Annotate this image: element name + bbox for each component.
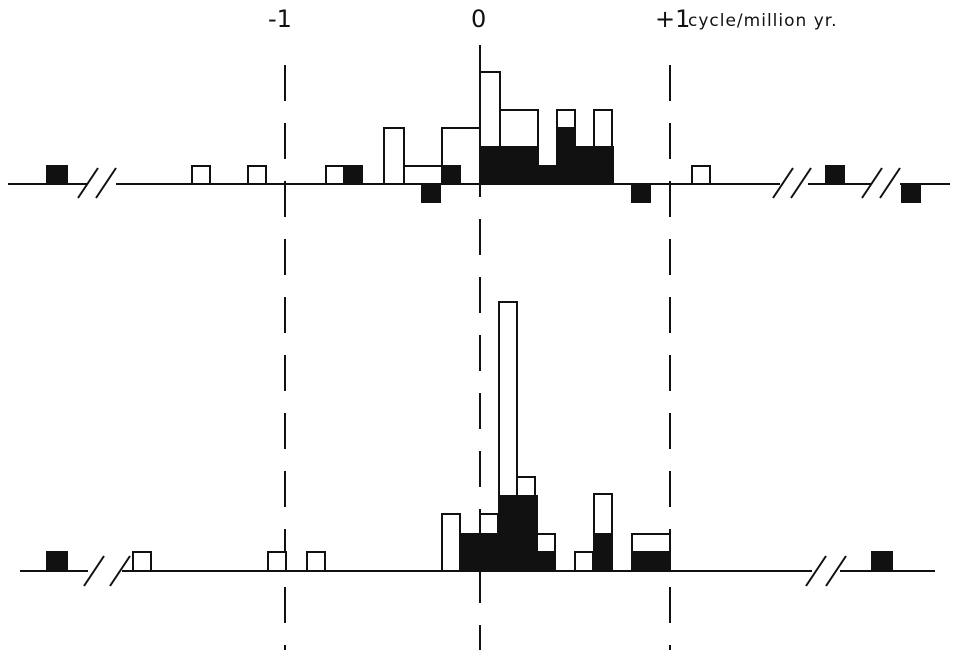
bar-filled	[479, 146, 539, 185]
lower-axis-breaks	[83, 555, 847, 587]
axis-break-mark	[879, 167, 901, 199]
bar-filled	[556, 127, 576, 185]
bar-open	[191, 165, 211, 185]
upper-panel	[8, 71, 950, 203]
bar-filled	[537, 165, 558, 185]
bar-open	[325, 165, 345, 185]
axis-break-mark	[109, 555, 131, 587]
bar-open	[574, 551, 594, 572]
bar-open	[306, 551, 326, 572]
axis-break-mark	[825, 555, 847, 587]
bar-filled	[46, 165, 68, 185]
bar-filled	[343, 165, 363, 185]
x-unit-label: cycle/million yr.	[688, 11, 838, 31]
bar-open	[403, 165, 443, 185]
bar-filled	[498, 495, 538, 572]
bar-filled	[574, 146, 614, 185]
axis-break-mark	[77, 167, 99, 199]
bar-open	[383, 127, 405, 185]
bar-open	[691, 165, 711, 185]
bar-filled	[46, 551, 68, 572]
axis-break-mark	[83, 555, 105, 587]
bar-filled	[441, 165, 461, 185]
bar-filled-negative	[421, 183, 441, 203]
tick-label-plus-1: +1	[655, 5, 690, 33]
bar-open	[132, 551, 152, 572]
bar-open	[247, 165, 267, 185]
bar-open	[441, 513, 461, 572]
tick-label-minus-1: -1	[268, 5, 292, 33]
lower-panel	[20, 301, 935, 587]
bar-filled	[631, 551, 671, 572]
tick-label-zero: 0	[471, 5, 486, 33]
upper-axis-breaks	[77, 167, 901, 199]
axis-break-mark	[861, 167, 883, 199]
bar-filled	[871, 551, 893, 572]
bar-filled	[459, 533, 499, 572]
bar-filled	[593, 533, 613, 572]
bar-filled-negative	[901, 183, 921, 203]
axis-break-mark	[95, 167, 117, 199]
bar-open	[536, 533, 556, 553]
bar-open	[267, 551, 287, 572]
axis-break-mark	[772, 167, 794, 199]
bar-filled-negative	[631, 183, 651, 203]
bar-filled	[825, 165, 845, 185]
axis-break-mark	[805, 555, 827, 587]
axis-break-mark	[790, 167, 812, 199]
bar-filled	[536, 551, 556, 572]
